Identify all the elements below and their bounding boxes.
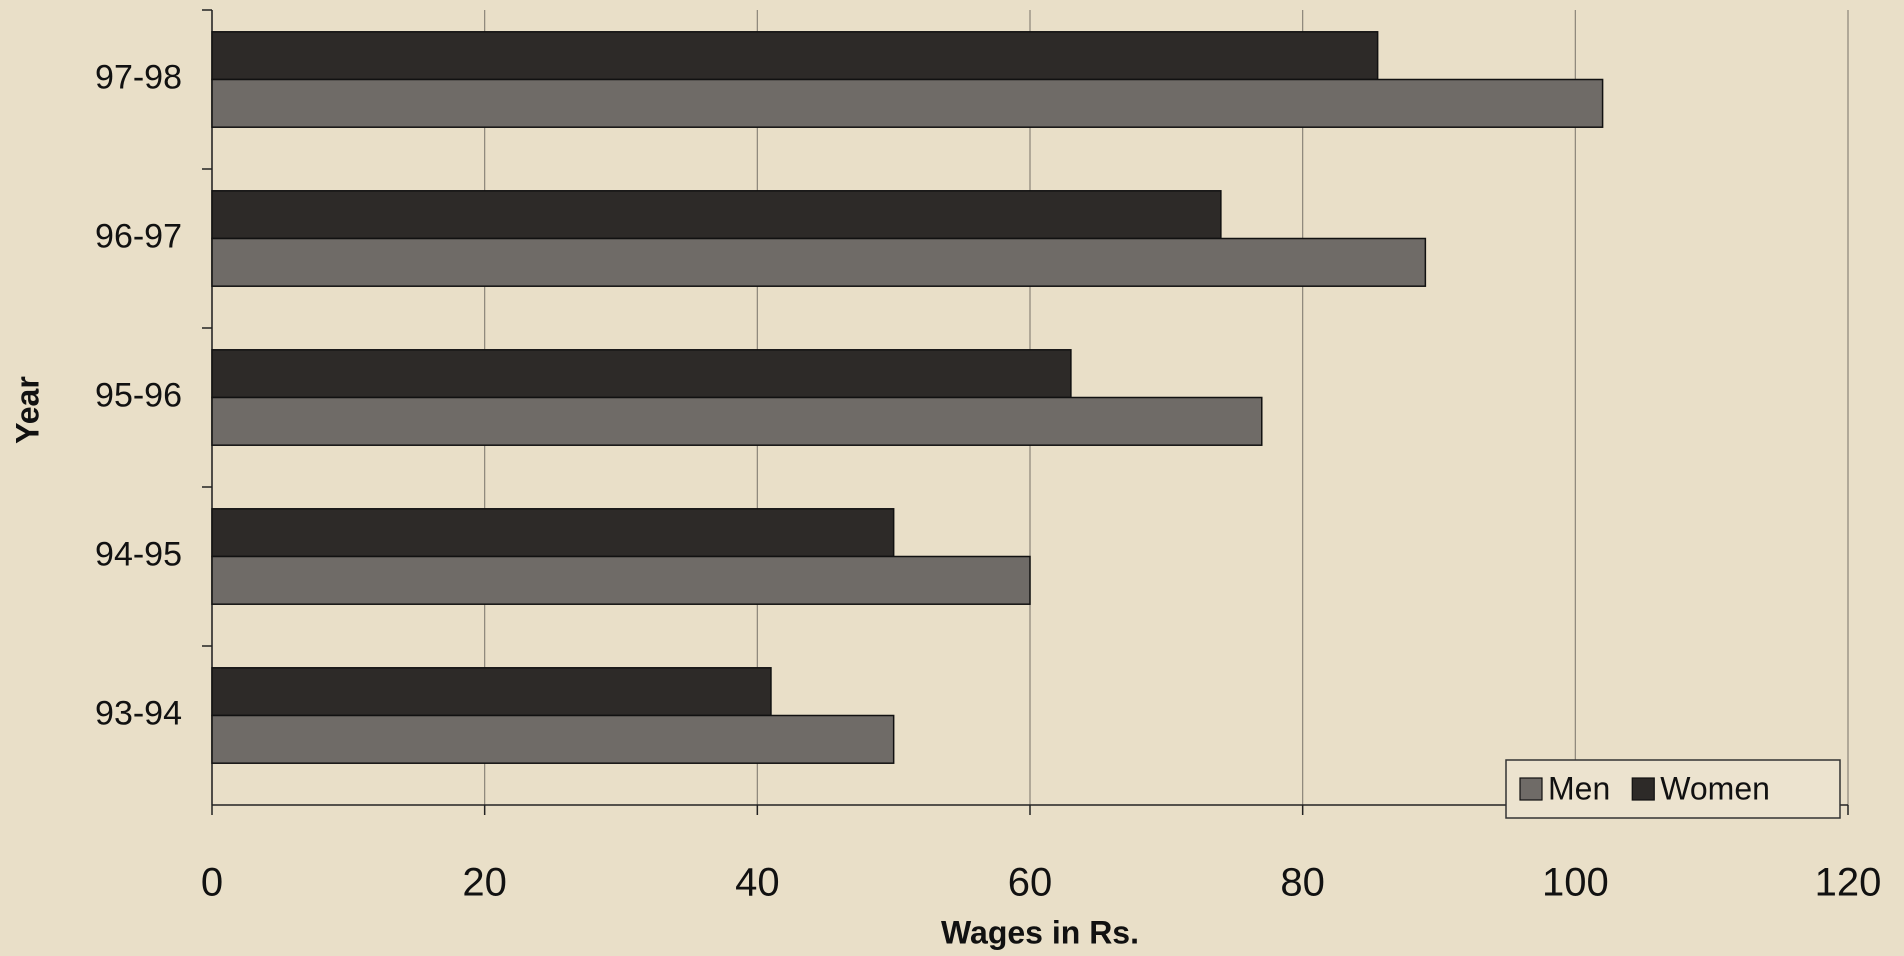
bar <box>211 31 1379 81</box>
y-tick-label: 95-96 <box>95 376 182 414</box>
bar <box>211 349 1072 399</box>
bar <box>211 508 895 558</box>
bar <box>211 396 1263 446</box>
x-tick-label: 120 <box>1815 861 1882 905</box>
y-tick-label: 97-98 <box>95 58 182 96</box>
legend-label: Men <box>1548 770 1610 806</box>
y-tick-label: 94-95 <box>95 535 182 573</box>
bar <box>211 78 1604 128</box>
x-tick-label: 40 <box>735 861 780 905</box>
bar <box>211 190 1222 240</box>
bar <box>211 714 895 764</box>
x-tick-label: 80 <box>1280 861 1325 905</box>
bar <box>211 237 1427 287</box>
y-axis-title: Year <box>9 376 45 444</box>
x-axis-title: Wages in Rs. <box>941 914 1139 950</box>
x-tick-label: 0 <box>201 861 223 905</box>
y-tick-label: 93-94 <box>95 694 182 732</box>
x-tick-label: 20 <box>462 861 507 905</box>
legend-box <box>1505 759 1841 819</box>
legend-label: Women <box>1660 770 1770 806</box>
y-tick-label: 96-97 <box>95 217 182 255</box>
legend: Men Women <box>1505 759 1841 819</box>
x-tick-label: 100 <box>1542 861 1609 905</box>
legend-swatch <box>1519 777 1543 801</box>
bar <box>211 555 1031 605</box>
legend-swatch <box>1631 777 1655 801</box>
bar <box>211 667 772 717</box>
x-tick-label: 60 <box>1008 861 1053 905</box>
